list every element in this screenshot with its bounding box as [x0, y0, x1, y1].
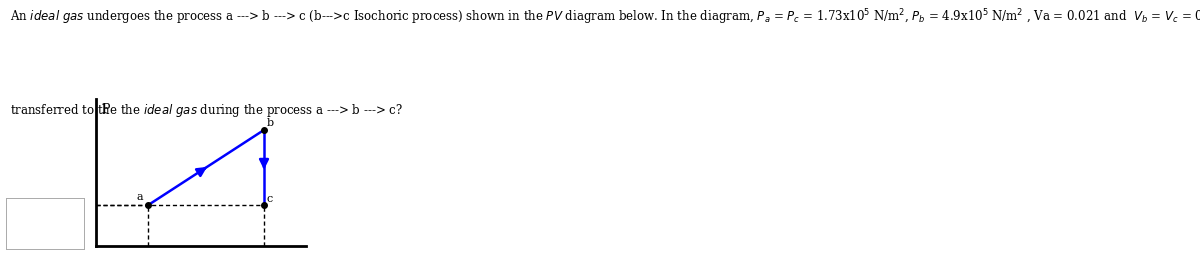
Text: a: a [137, 192, 143, 202]
Text: transferred to the the $\it{ideal\ gas}$ during the process a ---> b ---> c?: transferred to the the $\it{ideal\ gas}$… [10, 102, 402, 119]
Text: b: b [266, 118, 274, 128]
Text: c: c [266, 194, 272, 204]
Text: P: P [101, 103, 109, 117]
Text: An $\it{ideal\ gas}$ undergoes the process a ---> b ---> c (b--->c Isochoric pro: An $\it{ideal\ gas}$ undergoes the proce… [10, 8, 1200, 27]
